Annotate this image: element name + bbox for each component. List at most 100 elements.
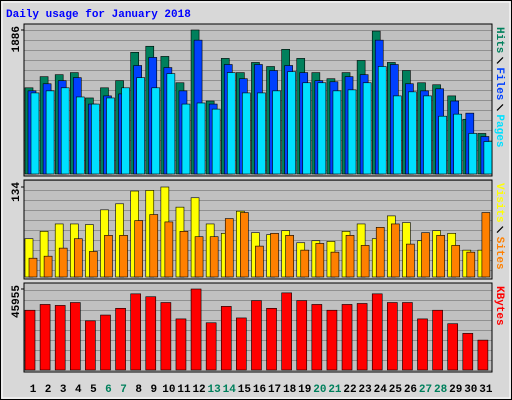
bar — [341, 304, 353, 371]
legend-label: KBytes — [493, 286, 505, 326]
x-tick-label: 9 — [150, 384, 157, 396]
bar — [28, 257, 38, 278]
x-tick-label: 3 — [60, 384, 67, 396]
bar — [251, 300, 262, 371]
bar — [402, 302, 413, 371]
bar — [466, 251, 476, 278]
bar — [181, 103, 191, 175]
x-tick-label: 2 — [45, 384, 52, 396]
bar — [257, 92, 266, 175]
x-tick-label: 22 — [343, 384, 356, 396]
x-tick-label: 17 — [268, 384, 281, 396]
bar — [85, 320, 96, 371]
bar — [483, 141, 493, 175]
bar — [438, 115, 447, 175]
x-tick-label: 14 — [223, 384, 237, 396]
bar — [377, 66, 387, 175]
legend-label: Hits — [493, 27, 505, 53]
bar — [136, 77, 145, 175]
bar — [91, 103, 100, 175]
bar — [255, 245, 264, 278]
x-tick-label: 1 — [30, 384, 37, 396]
bar — [417, 318, 428, 371]
bar — [130, 293, 141, 371]
legend-separator — [496, 103, 504, 111]
bar — [391, 223, 400, 278]
bar — [356, 303, 368, 371]
bar — [240, 212, 249, 278]
bar — [272, 90, 281, 175]
bar — [190, 288, 202, 371]
bar — [387, 302, 398, 371]
bar — [447, 323, 459, 371]
bar — [285, 235, 294, 278]
bar — [134, 220, 143, 278]
bar — [477, 339, 489, 371]
x-tick-label: 18 — [283, 384, 297, 396]
bar — [436, 235, 445, 278]
x-tick-label: 4 — [75, 384, 82, 396]
bar — [406, 243, 415, 278]
x-tick-label: 11 — [177, 384, 191, 396]
bar — [375, 226, 385, 278]
bar — [75, 96, 85, 175]
bar — [266, 307, 277, 371]
x-tick-label: 29 — [449, 384, 462, 396]
x-tick-label: 13 — [208, 384, 222, 396]
bar — [151, 87, 161, 175]
bar — [332, 90, 342, 175]
bar — [115, 307, 126, 371]
bar — [149, 214, 159, 278]
legend-label: Pages — [493, 114, 505, 147]
bar — [421, 232, 430, 278]
x-tick-label: 6 — [105, 384, 112, 396]
x-tick-label: 10 — [162, 384, 175, 396]
bar — [360, 245, 370, 278]
bar — [393, 95, 402, 175]
bar — [296, 300, 308, 371]
bar — [371, 293, 383, 371]
bar — [179, 231, 189, 278]
x-tick-label: 26 — [404, 384, 417, 396]
bar — [468, 133, 478, 175]
legend-label: Sites — [493, 237, 505, 270]
bar — [43, 255, 53, 278]
x-tick-label: 15 — [238, 384, 252, 396]
bar — [211, 108, 221, 175]
bar — [451, 245, 461, 278]
x-tick-label: 28 — [434, 384, 448, 396]
x-tick-label: 8 — [135, 384, 142, 396]
bar — [432, 309, 443, 371]
bar — [58, 247, 68, 278]
y-tick-label: 1886 — [11, 26, 23, 52]
x-tick-label: 5 — [90, 384, 97, 396]
bar — [224, 218, 234, 278]
bar — [160, 302, 172, 371]
bar — [302, 82, 312, 175]
bar — [121, 87, 130, 175]
x-tick-label: 25 — [389, 384, 403, 396]
bar — [300, 249, 310, 278]
bar — [236, 317, 247, 371]
bar — [345, 235, 355, 278]
x-tick-label: 30 — [464, 384, 477, 396]
bar — [281, 292, 292, 371]
bar — [311, 304, 323, 371]
bar — [205, 322, 217, 371]
y-tick-label: 134 — [11, 182, 23, 202]
bar — [30, 92, 40, 175]
x-tick-label: 20 — [313, 384, 326, 396]
legend-label: Files — [493, 67, 505, 100]
bar — [39, 304, 51, 371]
bar — [166, 73, 176, 175]
x-tick-label: 21 — [328, 384, 342, 396]
bar — [164, 221, 174, 278]
y-tick-label: 45955 — [11, 285, 23, 318]
legend-label: Visits — [493, 183, 505, 223]
x-tick-label: 27 — [419, 384, 432, 396]
bar — [287, 71, 296, 175]
bar — [408, 91, 417, 175]
x-tick-label: 31 — [479, 384, 493, 396]
bar — [60, 87, 70, 175]
